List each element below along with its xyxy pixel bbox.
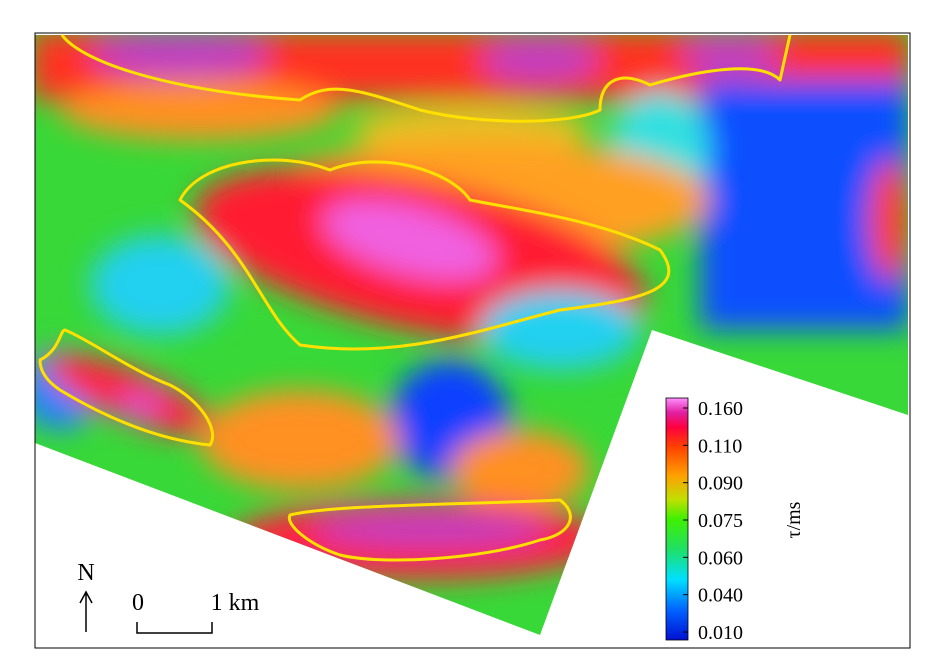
- tau-field: [35, 35, 908, 635]
- anomaly-outlines: [38, 34, 792, 562]
- frame: [34, 32, 911, 649]
- colorbar-tick-label: 0.090: [698, 473, 743, 495]
- colorbar-tick-label: 0.110: [698, 435, 742, 457]
- colorbar-tick-label: 0.075: [698, 510, 743, 532]
- colorbar-tick-label: 0.010: [698, 622, 743, 644]
- colorbar: [665, 397, 689, 641]
- colorbar-tick-label: 0.060: [698, 547, 743, 569]
- north-label: N: [77, 560, 94, 586]
- north-arrow: [79, 590, 93, 632]
- colorbar-tick-label: 0.160: [698, 398, 743, 420]
- colorbar-tick-label: 0.040: [698, 585, 743, 607]
- scale-bar: [136, 622, 213, 634]
- scale-start: 0: [132, 590, 144, 616]
- scale-end: 1 km: [211, 590, 260, 616]
- colorbar-label: τ/ms: [783, 501, 805, 538]
